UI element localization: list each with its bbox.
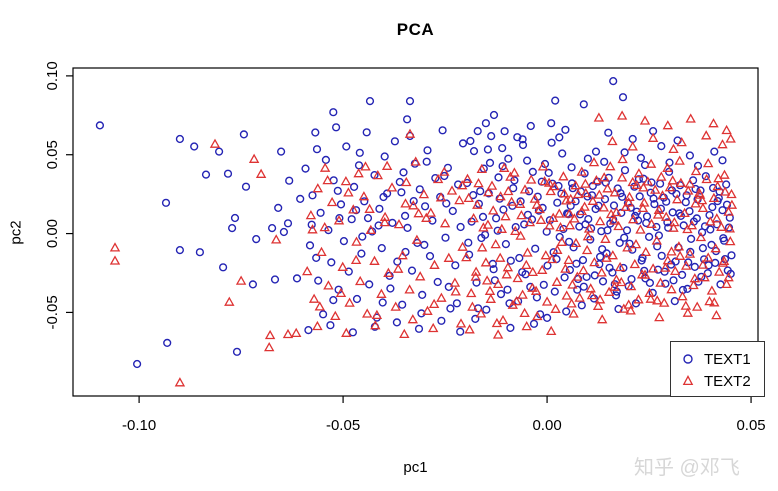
y-tick-label: 0.10 xyxy=(44,61,61,90)
x-tick-label: 0.00 xyxy=(532,417,561,434)
chart-title: PCA xyxy=(396,20,435,39)
legend-box: TEXT1 TEXT2 xyxy=(670,341,765,397)
series-text2-points xyxy=(109,110,738,387)
x-tick-label: -0.10 xyxy=(122,417,156,434)
y-tick-label: 0.05 xyxy=(44,140,61,169)
legend-item-text2: TEXT2 xyxy=(681,370,764,392)
legend-triangle-glyph xyxy=(682,375,694,386)
x-axis-label: pc1 xyxy=(403,459,428,476)
watermark: 知乎 @邓飞 xyxy=(634,457,740,479)
triangle-marker-icon xyxy=(682,375,694,386)
y-tick-label: 0.00 xyxy=(44,219,61,248)
legend-item-text1: TEXT1 xyxy=(681,348,764,370)
plot-frame xyxy=(72,67,759,397)
series-text1-points xyxy=(95,76,736,369)
legend-circle-glyph xyxy=(683,354,693,364)
x-tick-label: -0.05 xyxy=(326,417,360,434)
y-tick-label: -0.05 xyxy=(44,295,61,329)
legend-label-text1: TEXT1 xyxy=(704,350,751,368)
x-tick-label: 0.05 xyxy=(736,417,765,434)
y-axis-label: pc2 xyxy=(7,220,25,245)
axes xyxy=(66,67,759,403)
legend-label-text2: TEXT2 xyxy=(704,372,751,390)
circle-marker-icon xyxy=(683,354,693,364)
